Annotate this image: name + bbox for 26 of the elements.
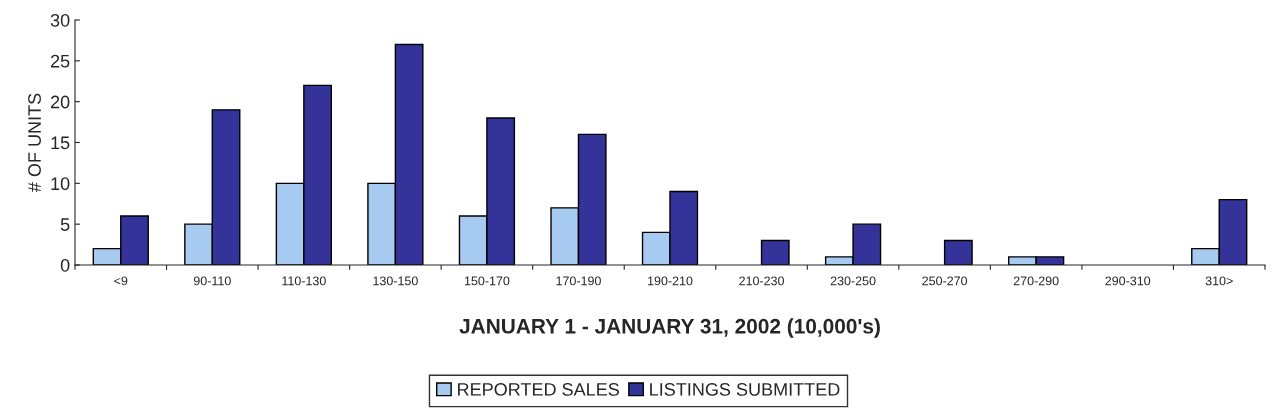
x-tick-label: 130-150 [373, 276, 418, 286]
y-tick-label: 20 [50, 95, 70, 109]
x-tick-label: 110-130 [282, 276, 326, 286]
x-tick-label: 250-270 [922, 276, 968, 286]
y-axis-title: # OF UNITS [28, 93, 41, 193]
x-tick-label: 270-290 [1013, 276, 1059, 286]
x-tick-label: <9 [114, 276, 128, 286]
x-tick-label: 230-250 [830, 276, 876, 286]
y-tick-label: 5 [60, 218, 70, 231]
legend-label: REPORTED SALES [458, 383, 619, 396]
y-tick-label: 0 [60, 258, 70, 272]
x-tick-label: 90-110 [193, 276, 231, 286]
y-tick-label: 30 [50, 13, 70, 27]
bar [760, 239, 790, 265]
x-tick-label: 150-170 [464, 276, 510, 286]
bar [943, 239, 973, 265]
y-tick-label: 15 [51, 136, 70, 150]
y-tick-label: 25 [50, 54, 70, 68]
x-tick-label: 210-230 [739, 276, 784, 286]
x-tick-label: 190-210 [648, 276, 693, 286]
x-axis-title: JANUARY 1 - JANUARY 31, 2002 (10,000's) [459, 318, 880, 338]
x-tick-label: 310> [1205, 276, 1233, 286]
y-tick-label: 10 [51, 177, 70, 191]
x-tick-label: 290-310 [1105, 276, 1151, 286]
x-tick-label: 170-190 [556, 276, 601, 286]
legend-label: LISTINGS SUBMITTED [650, 383, 840, 396]
